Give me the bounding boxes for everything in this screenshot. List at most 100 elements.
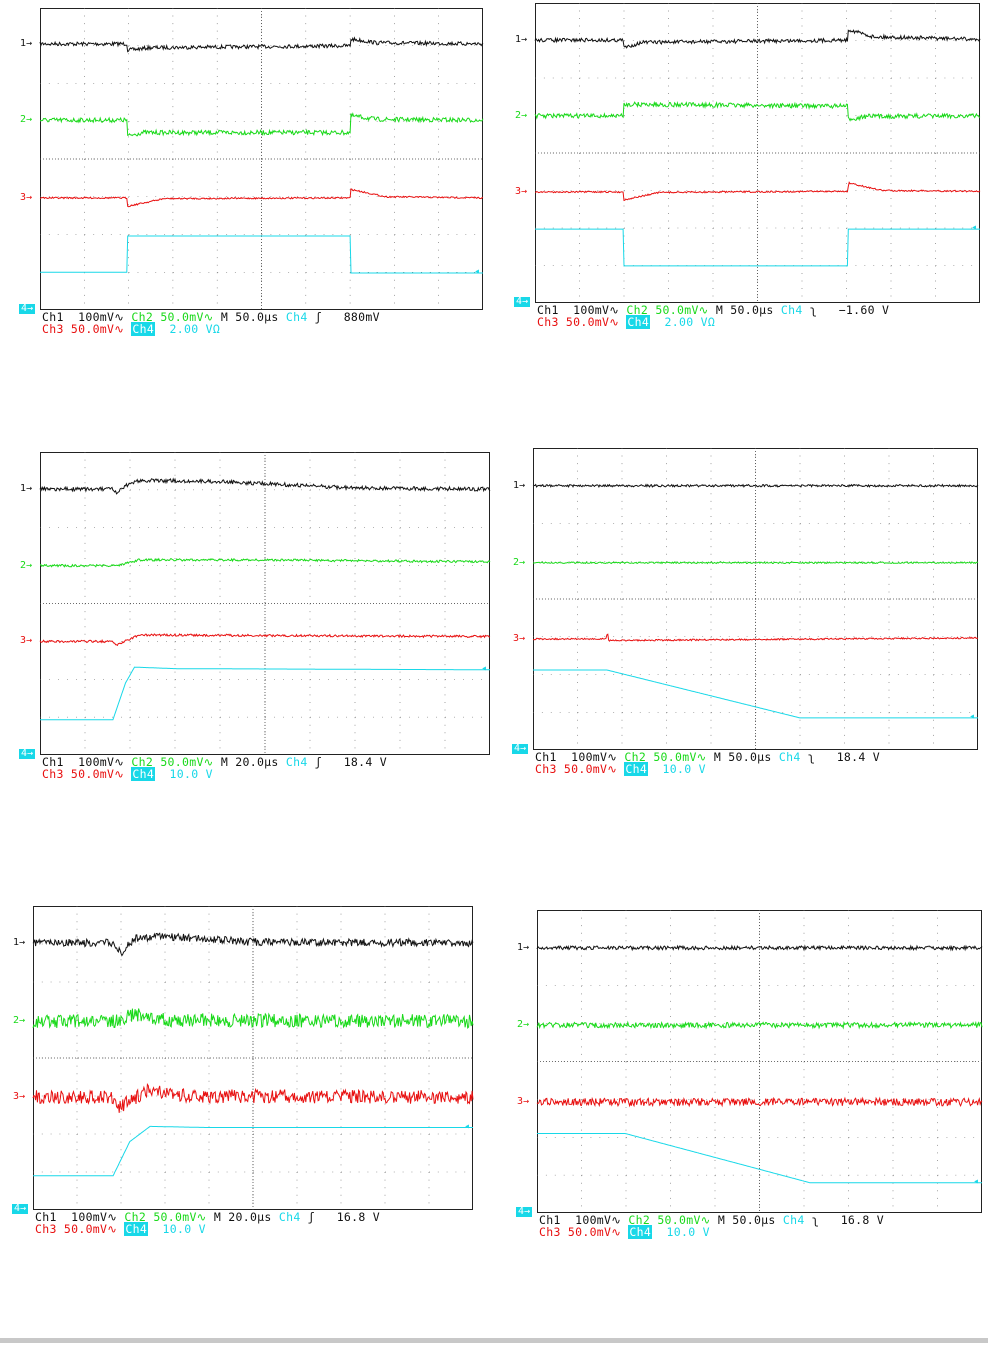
channel-marker-3[interactable]: 3→	[517, 1096, 530, 1108]
readout-ch3: Ch3	[539, 1225, 561, 1239]
trace-ch2	[532, 561, 979, 565]
scope-readout: Ch1 100mV∿ Ch2 50.0mV∿ M 50.0µs Ch4 ʅ 18…	[535, 750, 887, 776]
trace-ch3	[39, 188, 484, 208]
scope-readout: Ch1 100mV∿ Ch2 50.0mV∿ M 20.0µs Ch4 ʃ 18…	[42, 755, 394, 781]
readout-ch4-scale: 10.0 V	[662, 762, 706, 776]
channel-marker-2[interactable]: 2→	[13, 1015, 26, 1027]
trace-ch2	[32, 1008, 474, 1029]
trace-ch4	[533, 669, 978, 719]
scope-screen	[39, 8, 484, 310]
channel-marker-3[interactable]: 3→	[513, 633, 526, 644]
readout-timebase: M 20.0µs	[213, 1210, 272, 1224]
channel-marker-4[interactable]: 4→	[19, 748, 36, 759]
readout-ch4: Ch4	[628, 1225, 653, 1239]
readout-ch3: Ch3	[535, 762, 557, 776]
readout-ch2: Ch2	[124, 1210, 147, 1224]
channel-marker-4[interactable]: 4→	[512, 743, 529, 754]
graticule	[40, 452, 490, 755]
readout-timebase: M 50.0µs	[220, 310, 279, 324]
readout-ch1: Ch1	[42, 755, 64, 769]
trigger-level-marker: ◂	[969, 710, 976, 722]
readout-ch3-scale: 50.0mV∿	[563, 762, 618, 776]
trace-ch4	[33, 1125, 473, 1177]
readout-ch4: Ch4	[124, 1222, 149, 1236]
channel-marker-4[interactable]: 4→	[516, 1206, 533, 1217]
readout-ch3: Ch3	[42, 767, 64, 781]
trace-ch2	[534, 100, 981, 122]
channel-marker-2[interactable]: 2→	[513, 556, 526, 568]
readout-ch1-scale: 100mV∿	[78, 310, 125, 324]
readout-ch2: Ch2	[626, 303, 649, 317]
channel-marker-3[interactable]: 3→	[515, 186, 528, 197]
channel-marker-2[interactable]: 2→	[20, 114, 33, 126]
readout-ch1: Ch1	[539, 1213, 561, 1227]
graticule	[40, 8, 483, 310]
readout-ch4-scale: 10.0 V	[162, 1222, 206, 1236]
trace-ch4	[40, 235, 483, 274]
readout-ch4-scale: 2.00 VΩ	[169, 322, 221, 336]
readout-ch4-scale: 2.00 VΩ	[664, 315, 716, 329]
trace-ch2	[39, 112, 484, 137]
channel-marker-4[interactable]: 4→	[514, 296, 531, 307]
readout-ch3-scale: 50.0mV∿	[567, 1225, 622, 1239]
readout-ch3: Ch3	[42, 322, 64, 336]
trigger-level-marker: ◂	[973, 1175, 980, 1187]
channel-marker-1[interactable]: 1→	[20, 483, 33, 495]
readout-ch1-scale: 100mV∿	[78, 755, 125, 769]
channel-marker-4[interactable]: 4→	[12, 1203, 29, 1214]
trigger-level-marker: ◂	[474, 266, 481, 277]
readout-trig-src: Ch4	[278, 1210, 301, 1224]
trace-ch3	[39, 632, 491, 647]
readout-ch1-scale: 100mV∿	[71, 1210, 118, 1224]
readout-ch1: Ch1	[35, 1210, 57, 1224]
trace-ch4	[535, 228, 980, 267]
channel-marker-3[interactable]: 3→	[13, 1091, 26, 1103]
readout-ch4-scale: 10.0 V	[666, 1225, 710, 1239]
graticule	[33, 906, 473, 1210]
readout-ch1: Ch1	[535, 750, 557, 764]
readout-ch3-scale: 50.0mV∿	[63, 1222, 118, 1236]
scope-screen	[534, 3, 981, 303]
trace-ch1	[534, 29, 981, 49]
readout-trig-level: 16.8 V	[840, 1213, 885, 1227]
readout-trig-level: −1.60 V	[838, 303, 890, 317]
readout-ch3-scale: 50.0mV∿	[565, 315, 620, 329]
scope-readout: Ch1 100mV∿ Ch2 50.0mV∿ M 50.0µs Ch4 ʅ 16…	[539, 1213, 891, 1239]
channel-marker-1[interactable]: 1→	[13, 936, 26, 948]
channel-marker-1[interactable]: 1→	[513, 479, 526, 491]
readout-trig-glyph: ʅ	[807, 750, 816, 764]
channel-marker-1[interactable]: 1→	[20, 37, 33, 49]
readout-trig-glyph: ʃ	[307, 1210, 316, 1224]
trace-ch3	[536, 1096, 983, 1108]
channel-marker-1[interactable]: 1→	[515, 34, 528, 46]
readout-ch4: Ch4	[626, 315, 651, 329]
readout-trig-src: Ch4	[780, 303, 803, 317]
trace-ch3	[535, 181, 981, 202]
scope-screen	[536, 910, 983, 1213]
channel-marker-2[interactable]: 2→	[517, 1019, 530, 1031]
readout-ch2-scale: 50.0mV∿	[657, 1213, 711, 1227]
readout-trig-src: Ch4	[778, 750, 801, 764]
channel-marker-3[interactable]: 3→	[20, 635, 33, 647]
channel-marker-4[interactable]: 4→	[19, 303, 36, 314]
readout-trig-glyph: ʃ	[314, 310, 323, 324]
readout-ch1-scale: 100mV∿	[571, 750, 618, 764]
readout-trig-level: 16.8 V	[336, 1210, 381, 1224]
readout-ch1-scale: 100mV∿	[573, 303, 620, 317]
trace-ch4	[40, 666, 490, 721]
readout-ch4: Ch4	[624, 762, 649, 776]
readout-trig-src: Ch4	[782, 1213, 805, 1227]
channel-marker-3[interactable]: 3→	[20, 191, 33, 203]
readout-ch2-scale: 50.0mV∿	[160, 310, 214, 324]
channel-marker-1[interactable]: 1→	[517, 941, 530, 953]
channel-marker-2[interactable]: 2→	[515, 109, 528, 121]
trigger-level-marker: ◂	[464, 1120, 471, 1132]
channel-marker-2[interactable]: 2→	[20, 559, 33, 571]
readout-timebase: M 50.0µs	[715, 303, 774, 317]
readout-trig-glyph: ʃ	[314, 755, 323, 769]
page-footer-bar	[0, 1338, 988, 1343]
readout-ch2: Ch2	[131, 755, 154, 769]
trace-ch3	[532, 633, 979, 642]
readout-trig-level: 18.4 V	[343, 755, 388, 769]
trace-ch4	[537, 1133, 982, 1184]
